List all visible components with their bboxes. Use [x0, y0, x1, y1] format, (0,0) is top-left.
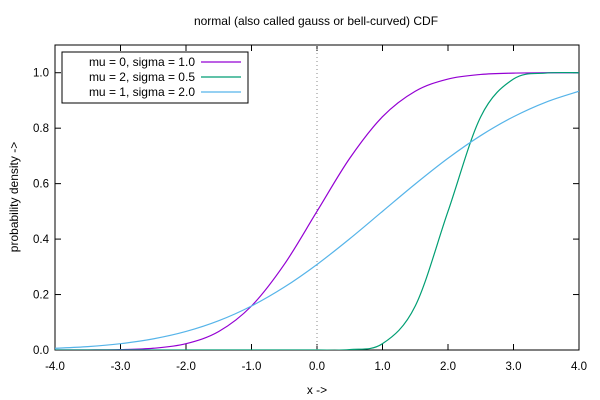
y-tick-label: 0.0	[33, 345, 49, 357]
legend-label-series-3: mu = 1, sigma = 2.0	[89, 85, 195, 99]
chart-title: normal (also called gauss or bell-curved…	[194, 14, 438, 28]
y-tick-label: 0.2	[33, 290, 49, 302]
x-tick-label: 4.0	[571, 361, 587, 373]
x-tick-label: -4.0	[45, 361, 65, 373]
x-tick-label: -3.0	[111, 361, 131, 373]
y-tick-label: 1.0	[33, 68, 49, 80]
series-line-1	[55, 72, 579, 350]
legend: mu = 0, sigma = 1.0 mu = 2, sigma = 0.5 …	[61, 51, 249, 104]
y-tick-label: 0.6	[33, 179, 49, 191]
y-tick-label: 0.4	[33, 234, 50, 246]
x-tick-label: 0.0	[309, 361, 325, 373]
y-axis: 0.0 0.2 0.4 0.6 0.8 1.0	[33, 68, 579, 357]
x-tick-label: -1.0	[242, 361, 262, 373]
y-tick-label: 0.8	[33, 123, 49, 135]
x-tick-label: 1.0	[375, 361, 391, 373]
x-tick-label: 2.0	[440, 361, 456, 373]
series-group	[55, 71, 579, 350]
legend-label-series-1: mu = 0, sigma = 1.0	[89, 55, 195, 69]
x-axis: -4.0 -3.0 -2.0 -1.0 0.0 1.0 2.0 3.0 4.0	[45, 45, 587, 373]
x-tick-label: 3.0	[506, 361, 522, 373]
series-line-2	[55, 71, 579, 350]
series-line-3	[55, 90, 579, 349]
x-tick-label: -2.0	[176, 361, 196, 373]
legend-label-series-2: mu = 2, sigma = 0.5	[89, 70, 195, 84]
x-axis-label: x ->	[307, 383, 327, 397]
y-axis-label: probability density ->	[7, 142, 21, 252]
